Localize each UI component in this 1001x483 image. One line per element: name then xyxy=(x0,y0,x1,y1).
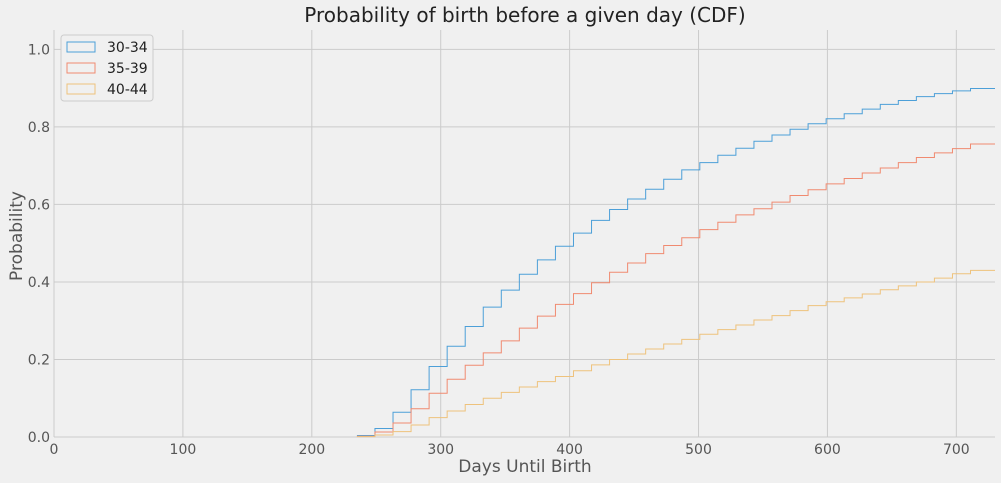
y-axis-ticks: 0.0 0.2 0.4 0.6 0.8 1.0 xyxy=(28,42,50,446)
series-line-30-34 xyxy=(356,88,995,436)
legend: 30-34 35-39 40-44 xyxy=(60,34,154,102)
legend-label: 40-44 xyxy=(107,82,148,98)
x-tick-label: 500 xyxy=(685,442,712,458)
legend-label: 35-39 xyxy=(107,61,148,77)
y-tick-label: 0.6 xyxy=(28,197,50,213)
series-line-40-44 xyxy=(356,269,995,438)
x-tick-label: 700 xyxy=(943,442,970,458)
legend-swatch xyxy=(66,41,96,53)
grid xyxy=(53,30,995,438)
legend-label: 30-34 xyxy=(107,40,148,56)
x-tick-label: 300 xyxy=(427,442,454,458)
y-tick-label: 0.2 xyxy=(28,352,50,368)
y-tick-label: 0.8 xyxy=(28,120,50,136)
legend-swatch xyxy=(66,83,96,95)
x-tick-label: 600 xyxy=(814,442,841,458)
y-axis-label: Probability xyxy=(7,191,27,281)
y-tick-label: 1.0 xyxy=(28,42,50,58)
y-tick-label: 0.4 xyxy=(28,275,50,291)
chart-title: Probability of birth before a given day … xyxy=(304,3,745,27)
x-tick-label: 100 xyxy=(170,442,197,458)
x-axis-ticks: 0 100 200 300 400 500 600 700 xyxy=(50,442,970,458)
series-line-35-39 xyxy=(356,143,995,437)
x-axis-label: Days Until Birth xyxy=(458,457,591,477)
x-tick-label: 400 xyxy=(556,442,583,458)
x-tick-label: 200 xyxy=(298,442,325,458)
legend-swatch xyxy=(66,62,96,74)
x-tick-label: 0 xyxy=(50,442,59,458)
series-layer xyxy=(356,88,995,438)
y-tick-label: 0.0 xyxy=(28,430,50,446)
